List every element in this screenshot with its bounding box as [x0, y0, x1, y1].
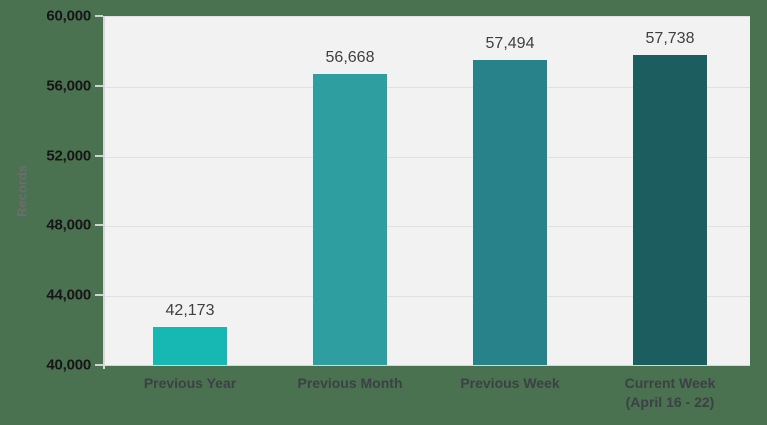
bar-1	[153, 327, 227, 365]
x-axis-line	[103, 365, 750, 366]
y-tick-mark	[95, 84, 103, 87]
y-axis-line	[103, 16, 105, 369]
y-tick-label: 44,000	[46, 286, 91, 304]
bar-2	[313, 74, 387, 365]
y-tick-mark	[95, 364, 103, 366]
bar-3	[473, 59, 547, 365]
y-tick-mark	[95, 154, 103, 157]
gridline	[105, 296, 750, 298]
x-axis-label: Previous Month	[297, 375, 403, 391]
y-tick-label: 60,000	[46, 7, 91, 25]
x-axis-label: Previous Week	[460, 375, 560, 391]
y-axis-title: Records	[14, 164, 30, 217]
y-tick-label: 40,000	[46, 356, 91, 374]
bar-value-label: 57,738	[645, 30, 695, 48]
y-tick-label: 52,000	[46, 147, 91, 165]
y-tick-label: 48,000	[46, 216, 91, 234]
gridline	[105, 156, 750, 158]
x-axis-label: Previous Year	[143, 375, 237, 391]
bar-value-label: 42,173	[165, 302, 215, 320]
bar-4	[633, 55, 707, 365]
x-axis-label: Current Week (April 16 - 22)	[624, 375, 716, 410]
gridline	[105, 86, 750, 88]
bar-value-label: 57,494	[485, 34, 535, 52]
gridline	[105, 226, 750, 228]
bar-value-label: 56,668	[325, 49, 375, 67]
y-tick-mark	[95, 15, 103, 17]
y-tick-mark	[95, 224, 103, 227]
y-tick-mark	[95, 294, 103, 297]
y-tick-label: 56,000	[46, 77, 91, 95]
